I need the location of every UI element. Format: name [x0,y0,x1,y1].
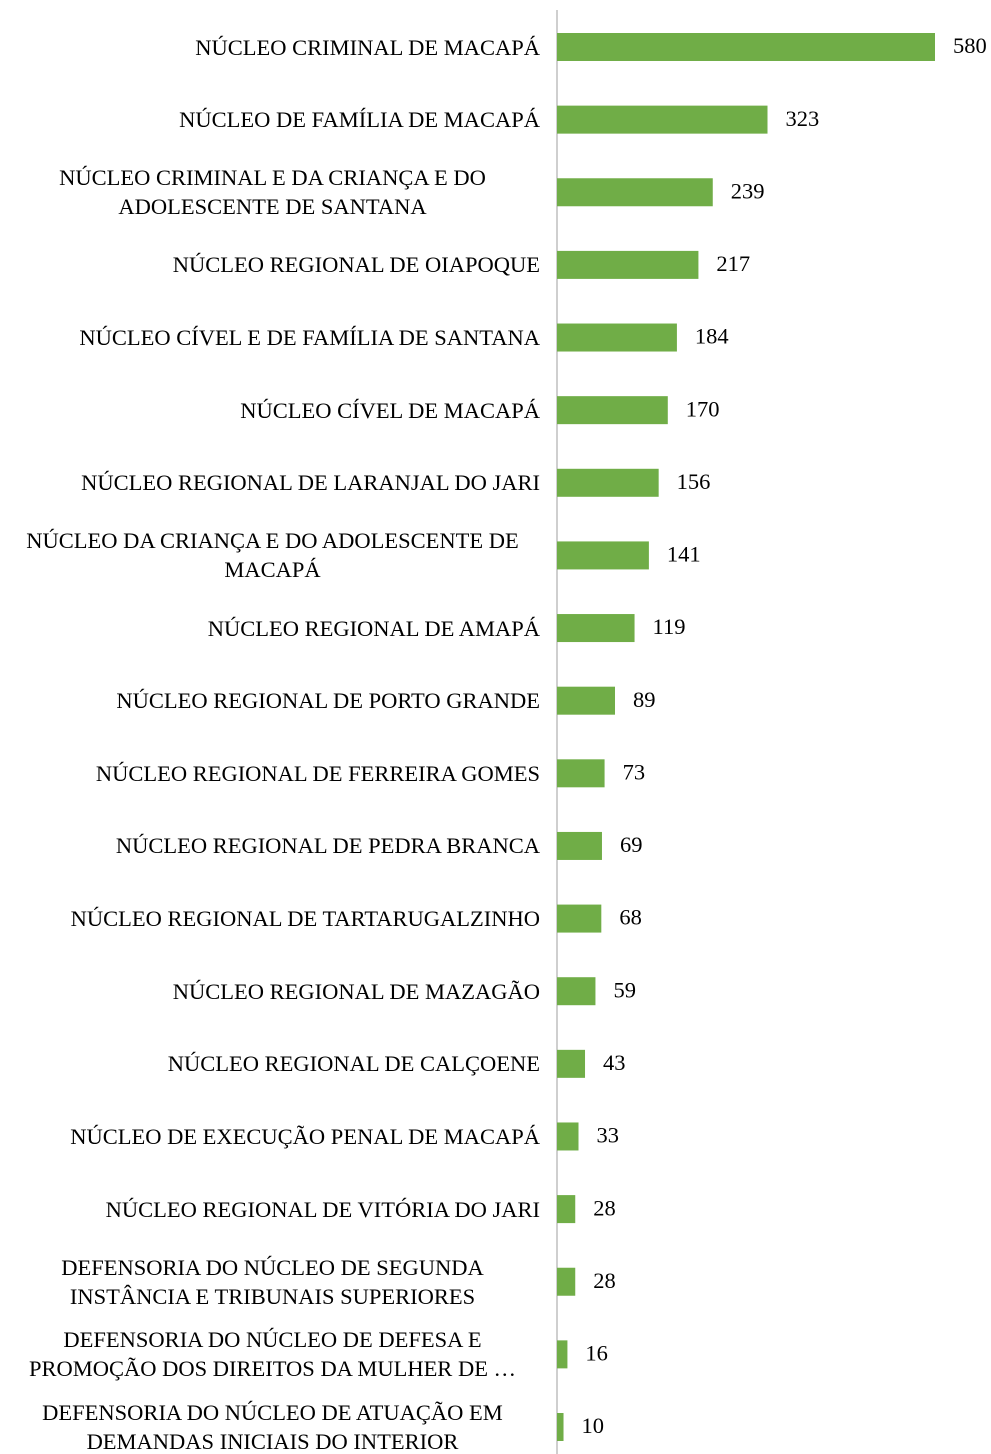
value-label: 43 [603,1050,626,1075]
bar [557,1049,586,1078]
category-label: NÚCLEO DE EXECUÇÃO PENAL DE MACAPÁ [70,1123,540,1149]
bar [557,831,602,860]
category-label-box: NÚCLEO REGIONAL DE CALÇOENE [5,1028,540,1100]
category-label: NÚCLEO CRIMINAL E DA CRIANÇA E DO ADOLES… [59,165,486,220]
value-label: 59 [613,977,636,1002]
category-label-box: NÚCLEO REGIONAL DE TARTARUGALZINHO [5,883,540,955]
category-label-box: NÚCLEO DA CRIANÇA E DO ADOLESCENTE DE MA… [5,519,540,591]
category-label: NÚCLEO CÍVEL E DE FAMÍLIA DE SANTANA [79,325,540,351]
category-label-box: DEFENSORIA DO NÚCLEO DE DEFESA E PROMOÇÃ… [5,1318,540,1390]
category-label-box: NÚCLEO REGIONAL DE PORTO GRANDE [5,665,540,737]
category-label-box: NÚCLEO CRIMINAL DE MACAPÁ [5,11,540,83]
bar [557,614,635,643]
category-label: DEFENSORIA DO NÚCLEO DE DEFESA E PROMOÇÃ… [28,1327,517,1382]
category-label: NÚCLEO REGIONAL DE MAZAGÃO [172,978,540,1004]
bar [557,323,677,352]
bar [557,686,616,715]
category-label: NÚCLEO REGIONAL DE CALÇOENE [167,1051,540,1077]
bar [557,1267,576,1296]
value-label: 323 [786,106,820,131]
category-label: NÚCLEO REGIONAL DE TARTARUGALZINHO [70,906,540,932]
bar [557,1413,564,1441]
value-label: 156 [677,469,711,494]
bar [557,250,699,279]
category-label: DEFENSORIA DO NÚCLEO DE SEGUNDA INSTÂNCI… [61,1254,484,1309]
value-label: 217 [716,251,750,276]
category-label: NÚCLEO DA CRIANÇA E DO ADOLESCENTE DE MA… [26,528,519,583]
value-label: 184 [695,324,729,349]
category-label-box: NÚCLEO REGIONAL DE FERREIRA GOMES [5,737,540,809]
bar [557,541,649,570]
category-label: NÚCLEO REGIONAL DE PEDRA BRANCA [115,833,540,859]
category-label-box: NÚCLEO REGIONAL DE OIAPOQUE [5,229,540,301]
category-label-box: NÚCLEO REGIONAL DE AMAPÁ [5,592,540,664]
category-label-box: DEFENSORIA DO NÚCLEO DE ATUAÇÃO EM DEMAN… [5,1391,540,1454]
category-label-box: NÚCLEO CÍVEL DE MACAPÁ [5,374,540,446]
bar [557,977,596,1006]
value-label: 33 [597,1123,620,1148]
bar [557,33,935,61]
value-label: 28 [593,1268,616,1293]
category-label: NÚCLEO REGIONAL DE OIAPOQUE [172,252,540,278]
value-label: 119 [653,614,686,639]
category-label-box: NÚCLEO DE EXECUÇÃO PENAL DE MACAPÁ [5,1100,540,1172]
value-label: 580 [953,33,987,58]
category-label-box: NÚCLEO REGIONAL DE VITÓRIA DO JARI [5,1173,540,1245]
category-label: NÚCLEO REGIONAL DE FERREIRA GOMES [95,760,540,786]
category-label: NÚCLEO REGIONAL DE AMAPÁ [207,615,540,641]
category-label-box: DEFENSORIA DO NÚCLEO DE SEGUNDA INSTÂNCI… [5,1246,540,1318]
category-label: NÚCLEO REGIONAL DE PORTO GRANDE [116,688,540,714]
bar [557,468,659,497]
category-label: NÚCLEO CRIMINAL DE MACAPÁ [195,34,540,60]
category-label: NÚCLEO DE FAMÍLIA DE MACAPÁ [179,107,540,133]
bar [557,1195,576,1224]
category-label-box: NÚCLEO REGIONAL DE PEDRA BRANCA [5,810,540,882]
bar [557,904,602,933]
value-label: 170 [686,396,720,421]
value-label: 28 [593,1195,616,1220]
value-label: 16 [585,1341,608,1366]
bar [557,1340,568,1369]
bar [557,759,605,788]
bar [557,396,668,425]
category-label: NÚCLEO CÍVEL DE MACAPÁ [240,397,540,423]
category-label-box: NÚCLEO CRIMINAL E DA CRIANÇA E DO ADOLES… [5,156,540,228]
bar [557,1122,579,1151]
value-label: 68 [619,905,642,930]
value-label: 69 [620,832,643,857]
value-label: 73 [623,759,646,784]
category-label: NÚCLEO REGIONAL DE LARANJAL DO JARI [81,470,540,496]
bar [557,105,768,134]
category-label-box: NÚCLEO REGIONAL DE LARANJAL DO JARI [5,447,540,519]
bar [557,178,713,207]
category-label: NÚCLEO REGIONAL DE VITÓRIA DO JARI [105,1196,540,1222]
category-label-box: NÚCLEO DE FAMÍLIA DE MACAPÁ [5,84,540,156]
category-label-box: NÚCLEO REGIONAL DE MAZAGÃO [5,955,540,1027]
category-label-box: NÚCLEO CÍVEL E DE FAMÍLIA DE SANTANA [5,302,540,374]
value-label: 141 [667,542,701,567]
category-label: DEFENSORIA DO NÚCLEO DE ATUAÇÃO EM DEMAN… [42,1400,503,1454]
value-label: 89 [633,687,656,712]
value-label: 239 [731,178,765,203]
value-label: 10 [582,1413,605,1438]
